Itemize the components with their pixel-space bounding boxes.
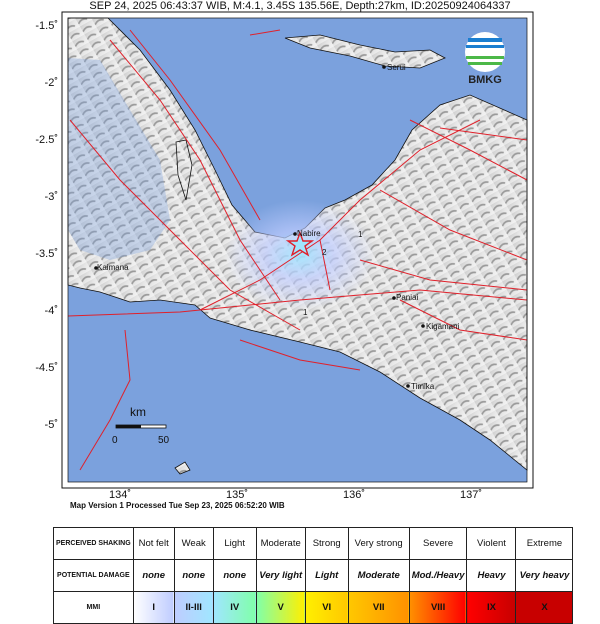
contour-label: 1 (358, 230, 363, 239)
damage-cell: Very heavy (515, 559, 574, 592)
scale-fifty: 50 (158, 435, 170, 446)
shaking-cell: Not felt (132, 527, 175, 560)
damage-cell: Heavy (466, 559, 517, 592)
shaking-label: PERCEIVED SHAKING (53, 527, 134, 560)
place-paniai: Paniai (396, 293, 418, 302)
faults (67, 29, 528, 471)
mmi-cell: X (515, 591, 574, 624)
shakemap[interactable]: Serui Nabire Kaimana Paniai Kigamani Tim… (0, 0, 600, 500)
lat-tick-label: -3˚ (45, 191, 58, 203)
lon-tick-label: 134˚ (109, 489, 131, 500)
place-labels: Serui Nabire Kaimana Paniai Kigamani Tim… (94, 63, 460, 391)
place-nabire: Nabire (297, 229, 321, 238)
shaking-cell: Severe (408, 527, 468, 560)
mmi-cell: I (132, 591, 175, 624)
lat-tick-label: -3.5˚ (35, 248, 58, 260)
damage-cell: Very light (255, 559, 306, 592)
mmi-cell: V (255, 591, 306, 624)
map-version: Map Version 1 Processed Tue Sep 23, 2025… (70, 501, 285, 510)
lat-tick-label: -2.5˚ (35, 134, 58, 146)
map-title: SEP 24, 2025 06:43:37 WIB, M:4.1, 3.45S … (89, 0, 511, 12)
scale-bar: km 0 50 (112, 405, 170, 446)
latitude-ticks: -1.5˚ -2˚ -2.5˚ -3˚ -3.5˚ -4˚ -4.5˚ -5˚ (35, 20, 58, 431)
shaking-cell: Extreme (515, 527, 574, 560)
lat-tick-label: -4˚ (45, 305, 58, 317)
intensity-legend-table: PERCEIVED SHAKING Not felt Weak Light Modera… (53, 527, 574, 624)
shaking-cell: Very strong (347, 527, 410, 560)
place-timika: Timika (411, 382, 435, 391)
lat-tick-label: -4.5˚ (35, 362, 58, 374)
damage-cell: Mod./Heavy (408, 559, 468, 592)
place-kaimana: Kaimana (97, 263, 129, 272)
lat-tick-label: -1.5˚ (35, 20, 58, 32)
shaking-cell: Strong (304, 527, 349, 560)
mmi-cell: VI (304, 591, 349, 624)
scale-unit: km (130, 405, 146, 419)
mmi-cell: IV (212, 591, 257, 624)
mmi-cell: VII (347, 591, 410, 624)
shaking-cell: Moderate (255, 527, 306, 560)
damage-cell: Light (304, 559, 349, 592)
epicenter-star[interactable] (285, 231, 315, 257)
place-serui: Serui (387, 63, 406, 72)
mmi-label: MMI (53, 591, 134, 624)
damage-cell: none (212, 559, 257, 592)
shaking-cell: Weak (173, 527, 214, 560)
damage-label: POTENTIAL DAMAGE (53, 559, 134, 592)
lat-tick-label: -5˚ (45, 419, 58, 431)
mmi-cell: IX (466, 591, 517, 624)
mmi-cell: II-III (173, 591, 214, 624)
svg-text:BMKG: BMKG (468, 74, 502, 86)
damage-cell: none (132, 559, 175, 592)
place-kigamani: Kigamani (426, 322, 460, 331)
intensity-contour-area (225, 200, 375, 310)
shaking-cell: Violent (466, 527, 517, 560)
lon-tick-label: 136˚ (343, 489, 365, 500)
bmkg-logo: BMKG (465, 32, 505, 86)
contour-label: 1 (303, 308, 308, 317)
damage-cell: none (173, 559, 214, 592)
longitude-ticks: 134˚ 135˚ 136˚ 137˚ (109, 489, 482, 500)
lat-tick-label: -2˚ (45, 77, 58, 89)
lon-tick-label: 137˚ (460, 489, 482, 500)
scale-zero: 0 (112, 435, 118, 446)
mmi-cell: VIII (408, 591, 468, 624)
map-frame (61, 11, 534, 489)
contour-label: 2 (322, 248, 327, 257)
lon-tick-label: 135˚ (226, 489, 248, 500)
damage-cell: Moderate (347, 559, 410, 592)
shaking-cell: Light (212, 527, 257, 560)
bay (68, 58, 170, 260)
